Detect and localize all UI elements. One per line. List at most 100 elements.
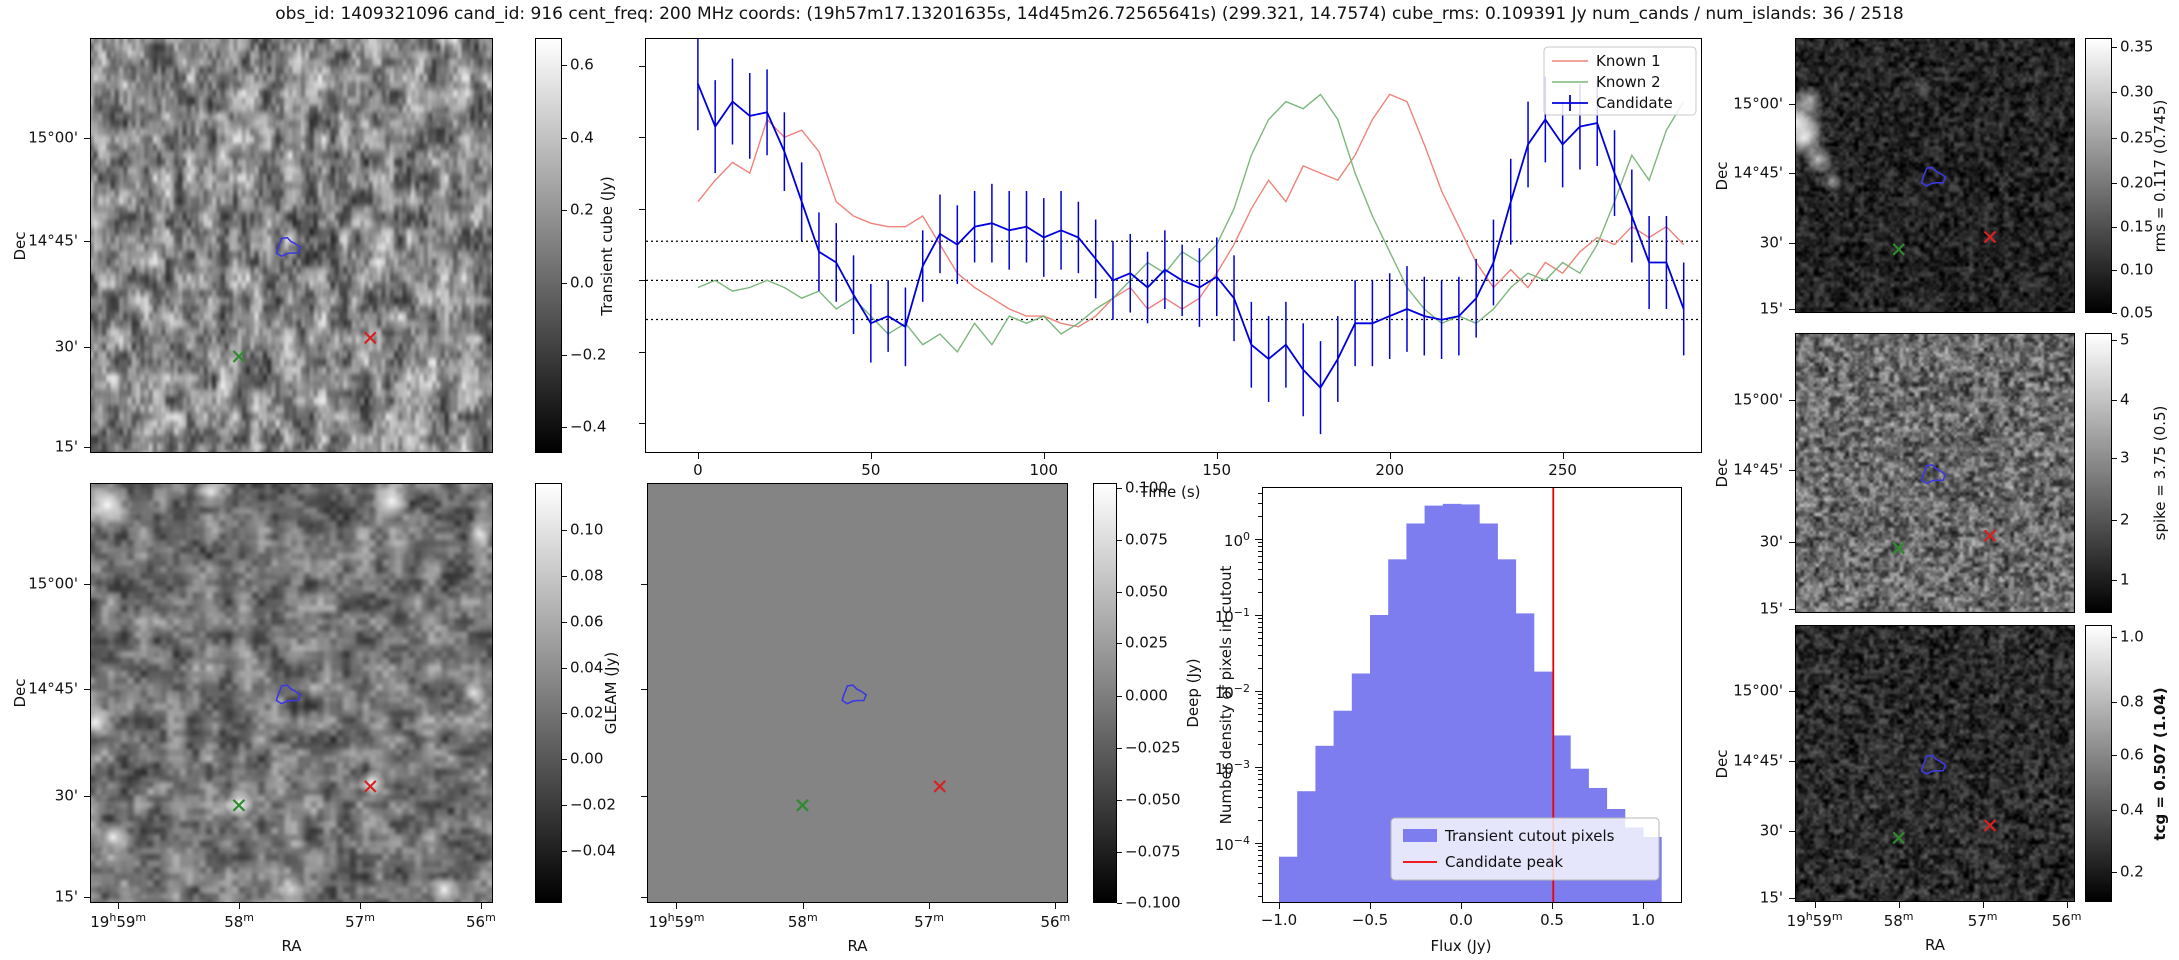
histogram-bar [1279,856,1298,902]
candidate-contour [1920,166,1947,187]
dec-tick-mark [84,583,90,585]
histogram-bar [1479,523,1498,902]
time-tick-label: 0 [693,461,703,479]
deep-colorbar-tick-mark [1117,540,1122,542]
density-minor-tick [1258,702,1262,704]
time-tick-label: 250 [1548,461,1577,479]
dec-tick-label: 15' [1759,599,1783,618]
time-tick-mark [1389,453,1391,459]
tcg-colorbar-tick-mark [2112,754,2117,756]
density-minor-tick [1258,778,1262,780]
dec-tick-mark [1789,104,1795,105]
spike-colorbar-tick-label: 5 [2120,330,2130,349]
gleam-colorbar-tick-mark [562,850,567,852]
ra-tick-label: 57m [914,911,944,931]
density-tick-mark [1255,767,1262,768]
series-known-1 [697,93,1685,328]
histogram-bar [1370,615,1389,902]
time-tick-label: 150 [1202,461,1232,479]
density-tick-label: 10−1 [1214,606,1250,626]
spike-colorbar-tick-mark [2112,399,2117,401]
dec-tick-mark [1789,691,1795,693]
ra-tick-label: 57m [1967,910,1998,930]
dec-tick-label: 30' [1759,821,1783,840]
deep-colorbar-tick-mark [1117,592,1122,594]
gleam-colorbar-tick-label: 0.08 [570,566,604,585]
density-minor-tick [1258,626,1262,628]
histogram-bar [1388,559,1407,902]
density-minor-tick [1258,789,1262,791]
density-tick-mark [1255,615,1262,616]
flux-tick-mark [639,65,645,67]
deep-image-cutout [647,483,1068,903]
dec-tick-mark [1789,831,1795,833]
gleam-colorbar-tick-label: 0.02 [570,703,604,722]
deep-colorbar-tick-mark [1117,800,1122,802]
density-axis-label: Number density of pixels in cutout [1217,565,1235,825]
transient-cube-colorbar-tick-mark [562,282,567,284]
ra-axis-label: RA [281,937,302,955]
density-minor-tick [1258,502,1262,504]
flux-axis-label: Flux (Jy) [1430,937,1492,955]
density-minor-tick [1258,783,1262,785]
deep-colorbar-tick-label: 0.100 [1125,478,1168,497]
dec-tick-label: 15°00' [28,128,78,147]
density-minor-tick [1258,637,1262,639]
transient-cube-colorbar-tick-mark [562,426,567,428]
ra-axis-label: RA [847,937,868,955]
dec-axis-label: Dec [1713,458,1731,488]
flux-tick-mark [1279,903,1280,909]
deep-colorbar-tick-label: −0.075 [1125,842,1181,861]
rms-colorbar-tick-mark [2112,182,2117,184]
known2-position-marker [1892,541,1906,555]
gleam-cutout-image [91,484,492,902]
density-minor-tick [1258,578,1262,580]
density-tick-mark [1255,539,1262,540]
rms-colorbar-tick-label: 0.20 [2120,173,2154,192]
density-minor-tick [1258,721,1262,723]
transient-cube-colorbar-tick-label: 0.0 [570,273,594,292]
dec-tick-label: 15' [54,887,78,906]
density-minor-tick [1258,707,1262,709]
deep-colorbar-tick-mark [1117,643,1122,645]
flux-histogram-plot: Transient cutout pixels Candidate peak [1262,487,1682,903]
gleam-colorbar-tick-label: 0.10 [570,520,604,539]
transient-cube-colorbar [535,38,562,453]
rms-colorbar-tick-mark [2112,313,2117,314]
dec-tick-label: 15°00' [1733,681,1783,700]
time-tick-mark [1043,453,1045,459]
deep-colorbar [1093,483,1117,903]
density-minor-tick [1258,542,1262,544]
known1-position-marker [1983,819,1997,832]
density-tick-mark [1255,843,1262,844]
ra-tick-label: 58m [787,911,818,931]
histogram-bar [1315,745,1335,902]
rms-colorbar-tick-mark [2112,270,2117,272]
tcg-colorbar-tick-mark [2112,872,2117,874]
density-minor-tick [1258,546,1262,548]
tcg-colorbar-tick-label: 0.8 [2120,692,2144,711]
tcg-colorbar-tick-label: 0.6 [2120,745,2144,764]
figure-title: obs_id: 1409321096 cand_id: 916 cent_fre… [275,4,1904,24]
dec-tick-mark [84,347,90,349]
rms-map-cutout [1795,38,2075,313]
gleam-colorbar-tick-mark [562,713,567,715]
candidate-contour [1920,464,1947,485]
gleam-colorbar-tick-label: 0.04 [570,658,604,677]
legend-box [1390,817,1660,881]
rms-colorbar-tick-mark [2112,47,2117,49]
dec-axis-label: Dec [11,678,29,708]
known1-position-marker [364,780,377,793]
density-minor-tick [1258,645,1262,647]
legend-patch-sample [1403,829,1437,842]
density-minor-tick [1258,882,1262,884]
gleam-colorbar-tick-mark [562,622,567,624]
histogram-bar [1333,710,1353,902]
deep-colorbar-tick-mark [1117,488,1122,490]
lightcurve-legend: Known 1 Known 2 Candidate [1543,46,1697,116]
density-minor-tick [1258,854,1262,856]
ra-tick-label: 56m [1040,911,1071,931]
dec-tick-label: 14°45' [1733,751,1783,770]
dec-tick-label: 15°00' [1733,390,1783,409]
deep-colorbar-tick-label: 0.075 [1125,530,1168,549]
